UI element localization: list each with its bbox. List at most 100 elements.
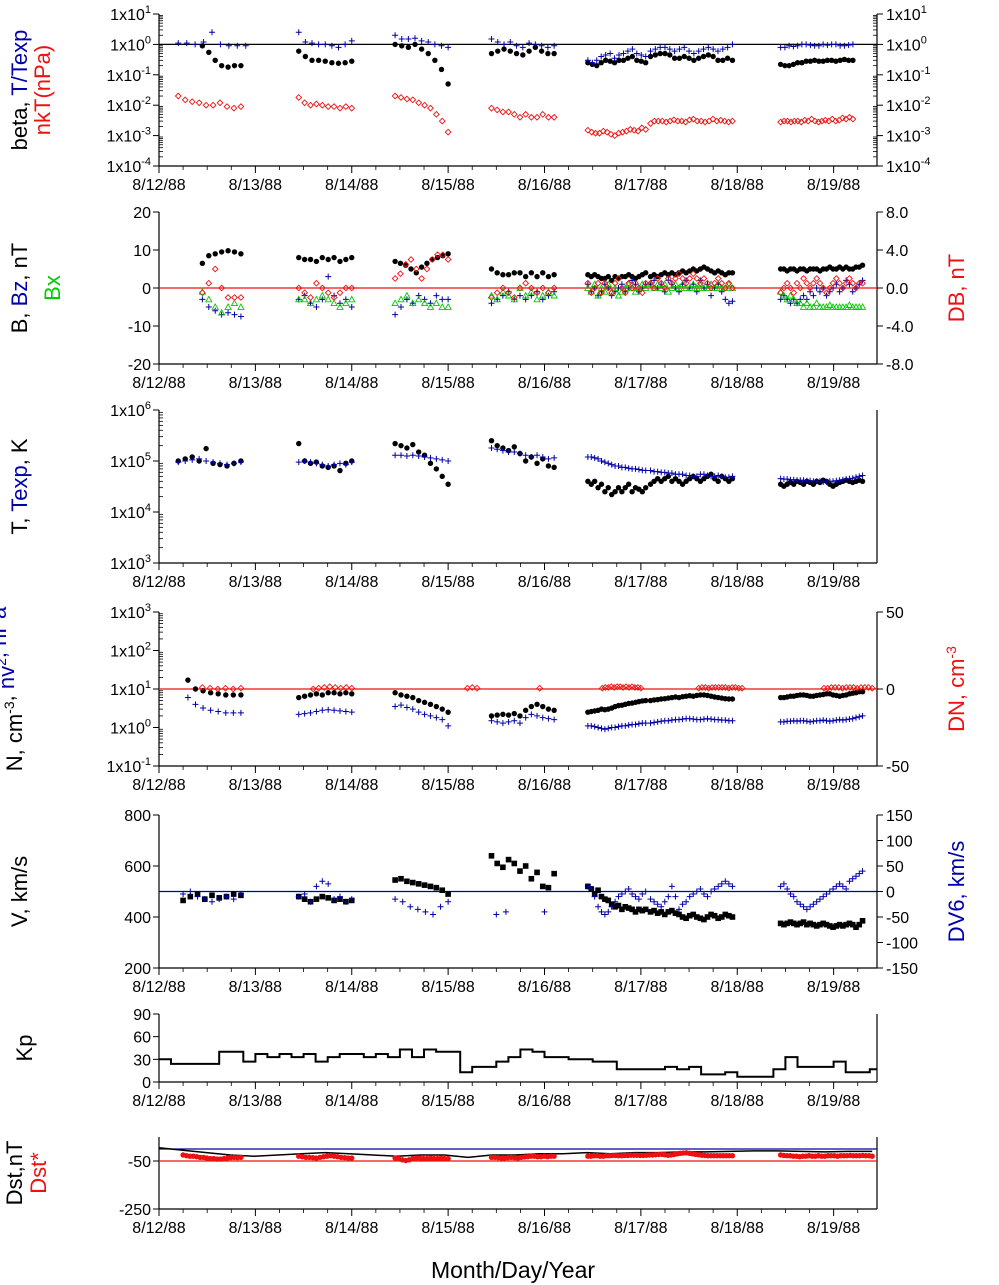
data-point	[719, 46, 726, 53]
data-point	[295, 711, 302, 718]
x-tick-label: 8/14/88	[325, 574, 378, 591]
data-point	[598, 53, 605, 60]
x-tick-label: 8/13/88	[229, 777, 282, 794]
data-point	[301, 710, 308, 717]
data-point	[713, 117, 721, 125]
data-point	[528, 453, 535, 460]
data-point	[539, 284, 547, 292]
data-point	[444, 128, 452, 136]
data-point	[820, 920, 827, 927]
data-point	[787, 284, 794, 292]
data-point	[612, 724, 619, 731]
data-point	[516, 720, 523, 727]
data-point	[438, 303, 447, 310]
data-point	[836, 279, 844, 287]
data-point	[859, 262, 866, 268]
data-point	[415, 881, 422, 887]
data-point	[724, 44, 731, 51]
data-point	[437, 903, 444, 910]
data-point	[313, 460, 320, 467]
x-tick-label: 8/15/88	[421, 574, 474, 591]
data-point	[301, 693, 308, 699]
data-point	[415, 453, 422, 460]
data-point	[301, 256, 308, 263]
data-point	[296, 694, 302, 701]
data-point	[820, 58, 826, 64]
data-point	[611, 55, 618, 62]
data-point	[728, 284, 736, 292]
data-point	[832, 41, 839, 48]
data-point	[839, 114, 847, 122]
data-point	[330, 299, 338, 307]
data-point	[391, 92, 399, 100]
data-point	[701, 916, 707, 923]
data-point	[212, 251, 218, 257]
data-point	[418, 46, 425, 52]
data-point	[392, 452, 399, 459]
series-dot	[199, 41, 856, 87]
data-point	[551, 50, 557, 57]
data-point	[229, 685, 237, 693]
data-point	[799, 303, 808, 310]
data-point	[625, 481, 632, 487]
data-point	[781, 44, 788, 51]
data-point	[849, 475, 856, 482]
data-point	[681, 44, 688, 51]
data-point	[313, 708, 320, 715]
data-point	[626, 125, 634, 133]
data-point	[856, 713, 863, 720]
data-point	[488, 50, 495, 57]
data-point	[413, 270, 420, 276]
data-point	[632, 909, 639, 915]
data-point	[445, 709, 451, 715]
data-point	[180, 891, 187, 898]
data-point	[651, 898, 658, 905]
data-point	[605, 273, 611, 280]
data-point	[671, 48, 678, 55]
data-point	[520, 52, 526, 58]
x-tick-label: 8/18/88	[711, 777, 764, 794]
data-point	[438, 42, 445, 49]
data-point	[301, 458, 308, 464]
y-tick-label: 1x10-3	[107, 126, 151, 146]
data-point	[809, 279, 817, 287]
data-point	[415, 449, 422, 455]
data-point	[595, 724, 602, 731]
data-point	[700, 46, 707, 53]
data-point	[696, 55, 702, 61]
data-point	[800, 477, 807, 484]
data-point	[488, 853, 495, 859]
y-tick-label: 30	[133, 1052, 151, 1069]
data-point	[231, 294, 238, 301]
data-point	[414, 295, 423, 303]
data-point	[598, 60, 604, 66]
y-axis-title: B, Bz, nT	[7, 243, 32, 334]
data-point	[697, 885, 704, 892]
data-point	[668, 717, 675, 724]
data-point	[218, 284, 226, 292]
y-tick-label: 200	[124, 961, 151, 978]
data-point	[212, 307, 219, 314]
data-point	[399, 898, 406, 905]
data-point	[843, 716, 850, 723]
data-point	[777, 118, 785, 126]
data-point	[217, 308, 226, 316]
data-point	[331, 896, 338, 903]
data-point	[234, 42, 241, 49]
data-point	[629, 277, 636, 284]
y2-tick-label: 1x101	[886, 4, 927, 24]
data-point	[440, 253, 446, 259]
data-point	[309, 57, 315, 63]
x-tick-label: 8/19/88	[807, 177, 860, 194]
data-point	[551, 707, 557, 713]
data-point	[539, 883, 546, 890]
y-tick-label: 1x103	[110, 553, 151, 573]
data-point	[722, 878, 729, 885]
data-point	[715, 57, 721, 63]
data-point	[534, 869, 540, 876]
data-point	[412, 265, 420, 273]
data-point	[325, 462, 332, 469]
x-tick-label: 8/16/88	[518, 979, 571, 996]
data-point	[661, 911, 668, 918]
x-tick-label: 8/19/88	[807, 777, 860, 794]
